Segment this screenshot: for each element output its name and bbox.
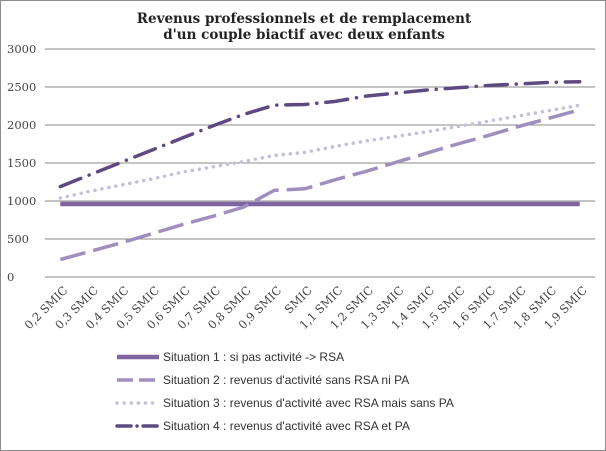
legend-label-2: Situation 2 : revenus d'activité sans RS… <box>163 373 409 387</box>
y-tick-label: 1000 <box>7 194 36 208</box>
y-tick-label: 3000 <box>7 42 36 56</box>
y-tick-label: 500 <box>7 232 29 246</box>
series-line-3 <box>58 103 582 200</box>
y-tick-label: 2500 <box>7 80 36 94</box>
series-line-2 <box>59 108 581 262</box>
legend-label-4: Situation 4 : revenus d'activité avec RS… <box>163 419 410 433</box>
y-tick-label: 2000 <box>7 118 36 132</box>
chart-title-line: d'un couple biactif avec deux enfants <box>163 27 445 43</box>
y-tick-label: 0 <box>7 270 14 284</box>
legend-label-1: Situation 1 : si pas activité -> RSA <box>163 350 344 364</box>
y-tick-label: 1500 <box>7 156 36 170</box>
series-line-4 <box>58 79 582 189</box>
chart-title-line: Revenus professionnels et de remplacemen… <box>137 11 472 27</box>
legend-label-3: Situation 3 : revenus d'activité avec RS… <box>163 396 454 410</box>
